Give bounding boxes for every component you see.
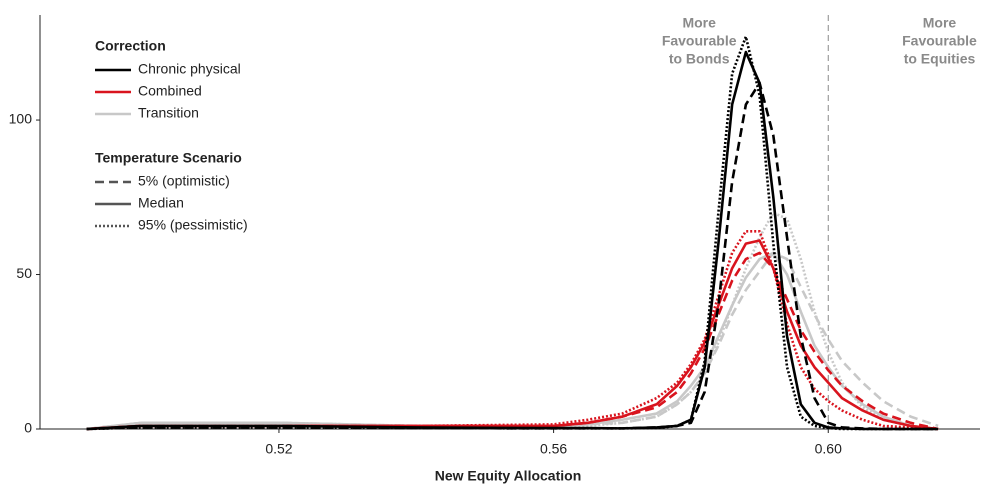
legend-label: Transition — [138, 105, 199, 121]
y-tick-label: 0 — [24, 420, 32, 436]
x-tick-label: 0.56 — [540, 441, 567, 457]
y-tick-label: 100 — [9, 111, 33, 127]
x-axis-title: New Equity Allocation — [435, 468, 582, 484]
y-tick-label: 50 — [16, 265, 32, 281]
annotation: More — [923, 15, 957, 31]
series-line — [86, 211, 939, 431]
series-line — [86, 239, 939, 431]
annotation: to Equities — [904, 51, 976, 67]
series-line — [86, 81, 939, 431]
series-line — [86, 35, 939, 431]
annotation: Favourable — [902, 33, 977, 49]
annotation: More — [682, 15, 716, 31]
series-line — [86, 251, 939, 431]
legend-label: Combined — [138, 83, 202, 99]
legend-title: Correction — [95, 38, 166, 54]
series-line — [86, 251, 939, 431]
series-line — [86, 251, 939, 431]
series-line — [86, 229, 939, 431]
legend-label: Median — [138, 195, 184, 211]
legend-label: Chronic physical — [138, 61, 241, 77]
series-line — [86, 50, 939, 431]
annotation: Favourable — [662, 33, 737, 49]
legend-label: 95% (pessimistic) — [138, 217, 248, 233]
legend-label: 5% (optimistic) — [138, 173, 230, 189]
x-tick-label: 0.60 — [815, 441, 842, 457]
x-tick-label: 0.52 — [265, 441, 292, 457]
legend-title: Temperature Scenario — [95, 150, 242, 166]
annotation: to Bonds — [669, 51, 730, 67]
